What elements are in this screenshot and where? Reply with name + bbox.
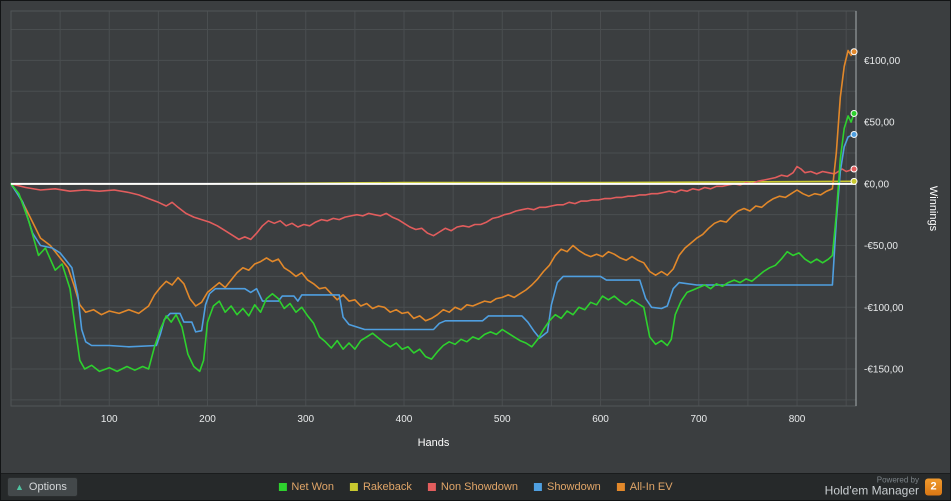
options-button[interactable]: ▲ Options: [7, 477, 78, 497]
brand-name-text: Hold'em Manager: [824, 483, 919, 498]
series-end-marker-non-showdown: [850, 165, 858, 173]
brand-block: Powered by Hold'em Manager 2: [825, 476, 942, 499]
winnings-chart[interactable]: 100 200 300 400 500 600 700 800 €100,00 €50,00 €0,…: [1, 1, 951, 474]
y-tick-label: -€100,00: [864, 303, 904, 314]
legend-item-all-in-ev[interactable]: All-In EV: [616, 481, 673, 493]
x-tick-label: 600: [592, 414, 609, 425]
powered-by-block: Powered by Hold'em Manager: [825, 476, 919, 499]
series-end-marker-net-won: [850, 109, 858, 117]
x-tick-label: 800: [789, 414, 806, 425]
legend-swatch: [533, 483, 542, 491]
legend-swatch: [616, 483, 625, 491]
x-axis-label: Hands: [418, 437, 450, 449]
legend-swatch: [278, 483, 287, 491]
y-tick-label: €0,00: [864, 179, 889, 190]
x-tick-label: 200: [199, 414, 216, 425]
legend-label: Rakeback: [362, 481, 412, 493]
legend-item-non-showdown[interactable]: Non Showdown: [427, 481, 518, 493]
legend-item-showdown[interactable]: Showdown: [533, 481, 601, 493]
legend-label: Showdown: [546, 481, 601, 493]
y-tick-label: -€150,00: [864, 364, 904, 375]
legend-item-rakeback[interactable]: Rakeback: [349, 481, 412, 493]
x-tick-label: 500: [494, 414, 511, 425]
legend-label: Non Showdown: [440, 481, 518, 493]
series-line-net-won: [10, 112, 855, 373]
powered-by-text: Powered by: [876, 475, 919, 485]
series-end-marker-showdown: [850, 130, 858, 138]
chevron-up-icon: ▲: [15, 481, 24, 492]
options-button-label: Options: [28, 481, 67, 493]
chart-legend: Net Won Rakeback Non Showdown Showdown All-I…: [278, 474, 673, 500]
legend-swatch: [427, 483, 436, 491]
series-line-showdown: [10, 133, 855, 348]
y-tick-label: €50,00: [864, 118, 895, 129]
legend-label: Net Won: [291, 481, 334, 493]
x-tick-label: 400: [396, 414, 413, 425]
y-axis-label: Winnings: [927, 186, 939, 232]
series-end-marker-all-in-ev: [850, 48, 858, 56]
legend-label: All-In EV: [629, 481, 673, 493]
legend-item-net-won[interactable]: Net Won: [278, 481, 334, 493]
legend-swatch: [349, 483, 358, 491]
y-tick-label: -€50,00: [864, 241, 898, 252]
x-tick-label: 300: [297, 414, 314, 425]
footer-bar: ▲ Options Net Won Rakeback Non Showdown Sho…: [1, 473, 950, 500]
x-tick-label: 700: [690, 414, 707, 425]
series-line-non-showdown: [10, 165, 855, 241]
hm2-logo: 2: [925, 478, 942, 496]
y-tick-label: €100,00: [864, 56, 901, 67]
series-end-marker-rakeback: [850, 177, 858, 185]
x-tick-label: 100: [101, 414, 118, 425]
series-line-all-in-ev: [10, 49, 855, 322]
